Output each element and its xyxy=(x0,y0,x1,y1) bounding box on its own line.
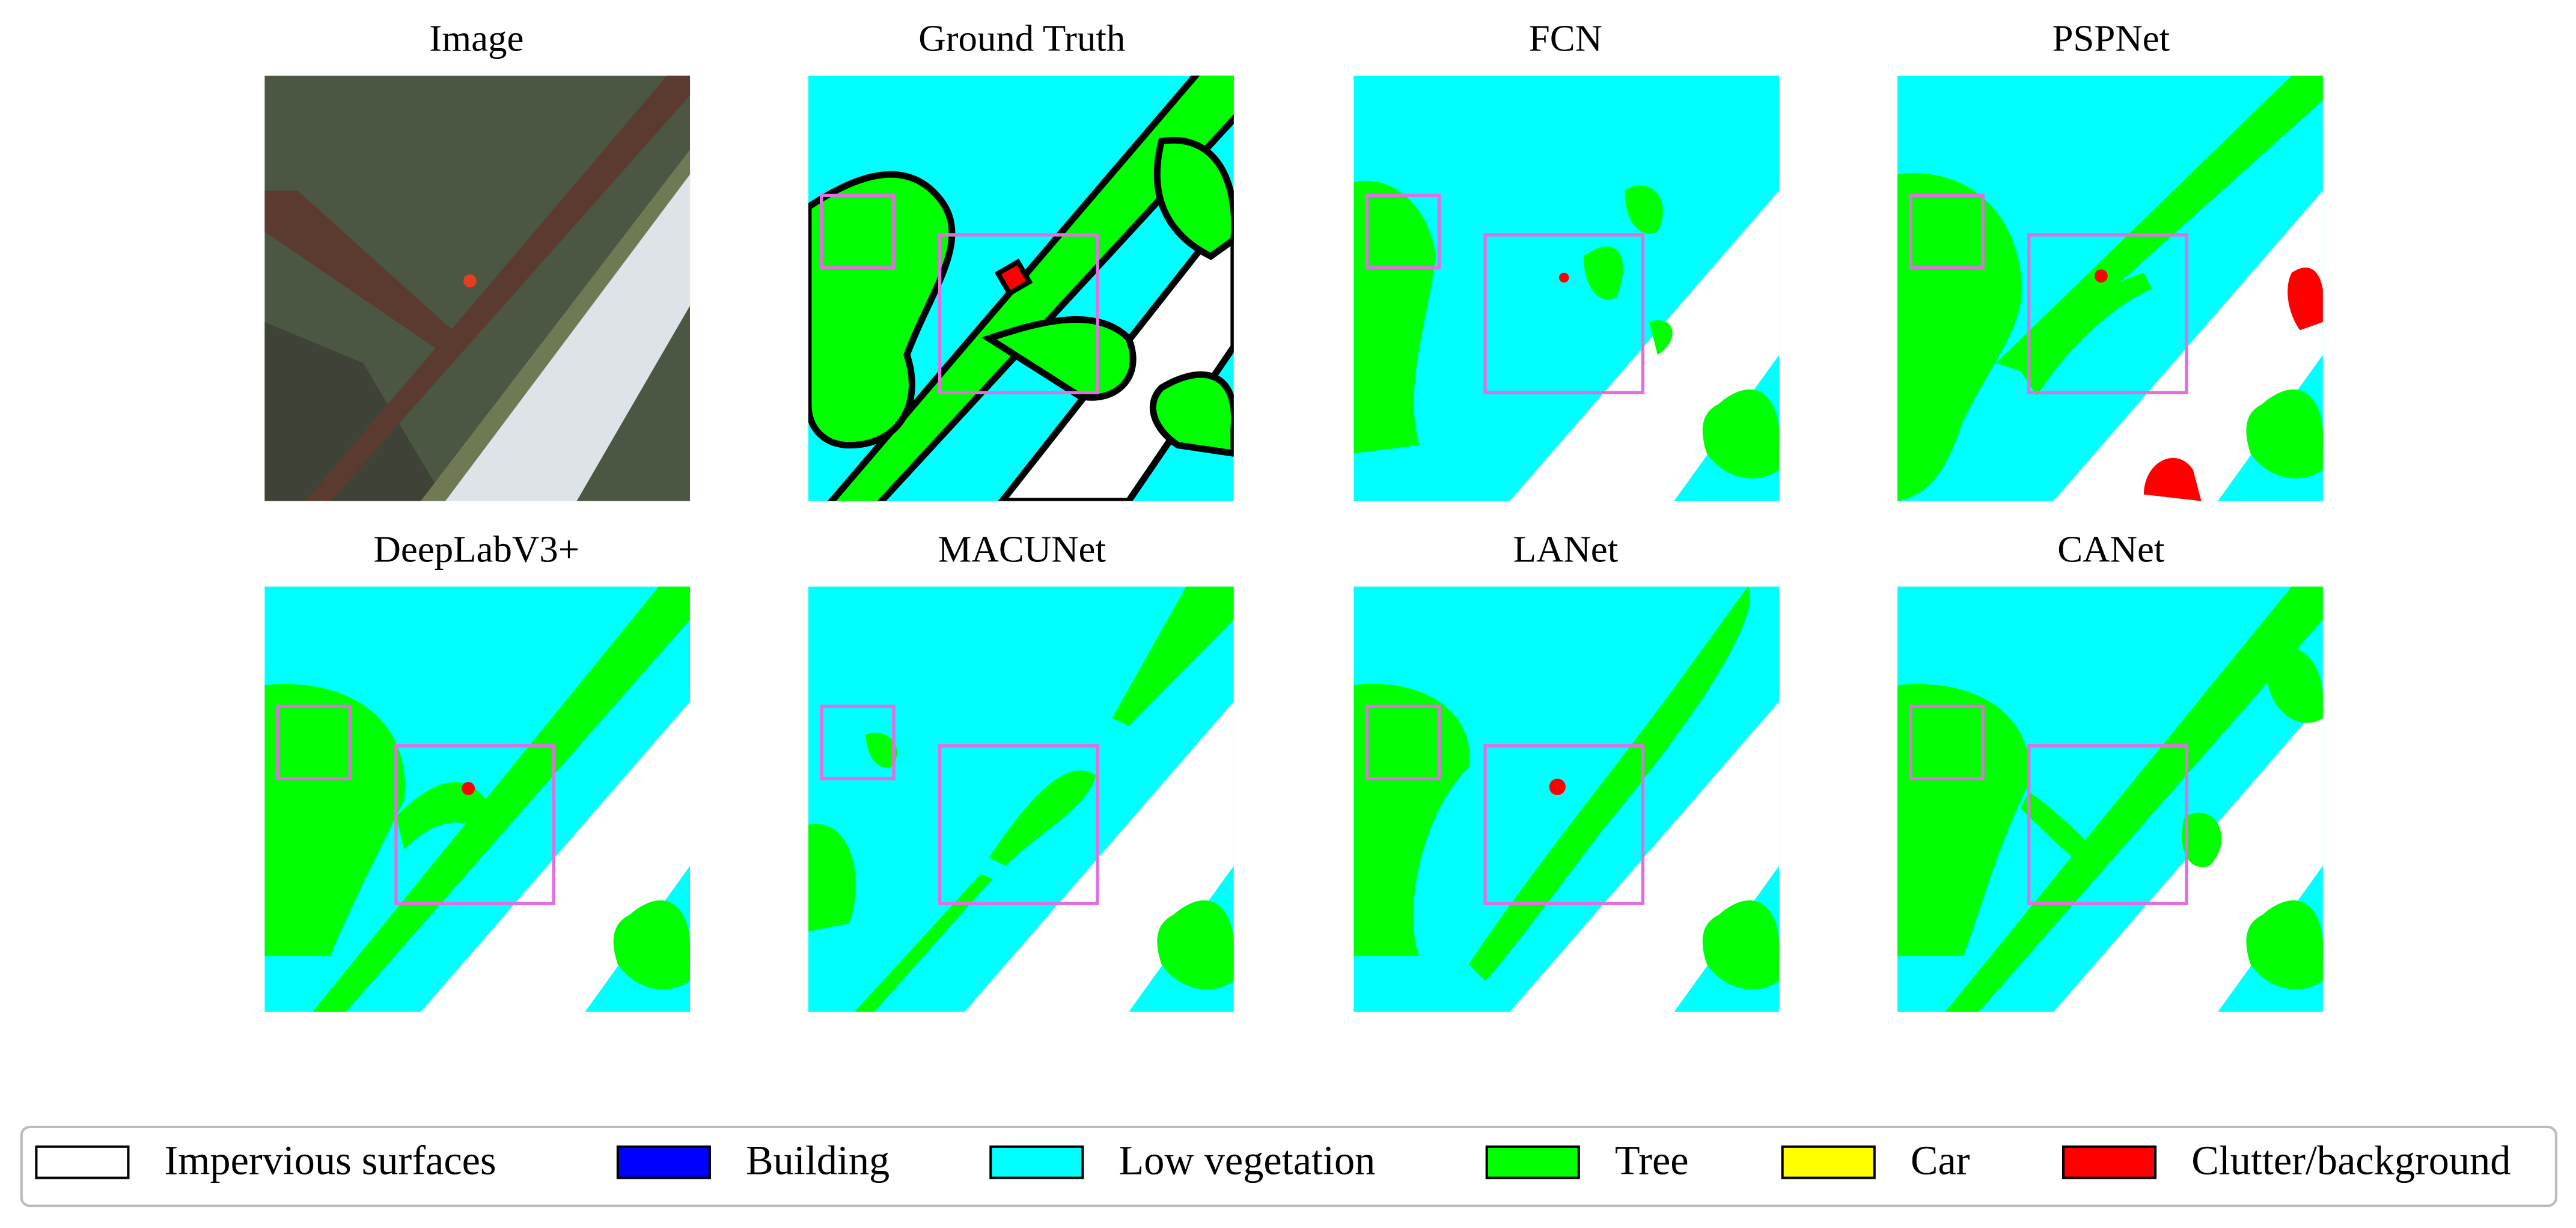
legend: Impervious surfaces Building Low vegetatio… xyxy=(35,1137,2510,1183)
legend-label: Tree xyxy=(1615,1137,1689,1183)
legend-swatch xyxy=(1485,1145,1580,1179)
lanet-panel xyxy=(1354,586,1780,1012)
macunet-panel xyxy=(808,586,1234,1012)
panel-title: Image xyxy=(429,17,523,60)
deeplab-panel xyxy=(264,586,691,1012)
legend-swatch xyxy=(616,1145,711,1179)
legend-label: Clutter/background xyxy=(2191,1137,2510,1183)
panel-title: DeepLabV3+ xyxy=(374,528,580,570)
panel-title: CANet xyxy=(2057,528,2165,570)
panel-title: FCN xyxy=(1529,17,1602,60)
legend-label: Car xyxy=(1911,1137,1970,1183)
pspnet-panel xyxy=(1897,75,2323,501)
legend-label: Impervious surfaces xyxy=(165,1137,496,1183)
legend-swatch xyxy=(35,1145,130,1179)
legend-swatch xyxy=(989,1145,1084,1179)
fcn-panel xyxy=(1354,75,1780,501)
panel-title: LANet xyxy=(1513,528,1619,570)
legend-swatch xyxy=(2062,1145,2157,1179)
panel-title: MACUNet xyxy=(938,528,1106,570)
legend-label: Low vegetation xyxy=(1119,1137,1375,1183)
photo-panel xyxy=(264,75,691,501)
legend-swatch xyxy=(1781,1145,1876,1179)
legend-label: Building xyxy=(746,1137,890,1183)
canet-panel xyxy=(1897,586,2323,1012)
panel-title: Ground Truth xyxy=(918,17,1125,60)
ground-truth-panel xyxy=(808,75,1234,501)
panel-title: PSPNet xyxy=(2052,17,2170,60)
